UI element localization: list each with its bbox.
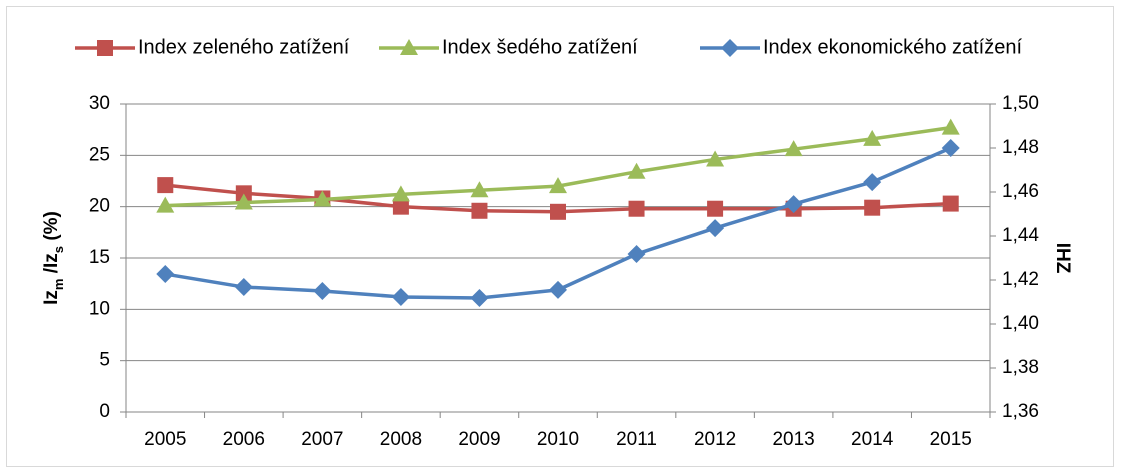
y-tick-label: 25 [89, 144, 110, 165]
marker [392, 198, 409, 215]
marker [97, 40, 113, 56]
marker [235, 185, 252, 202]
x-tick-label: 2012 [694, 429, 736, 450]
y-label-part: (%) [41, 211, 62, 246]
marker [313, 282, 332, 300]
marker [942, 195, 959, 212]
legend-item: Index zeleného zatížení [75, 36, 350, 58]
marker [234, 278, 253, 297]
marker [550, 203, 566, 220]
y2-tick-label: 1,48 [1002, 137, 1039, 158]
y2-tick-label: 1,36 [1002, 401, 1039, 422]
x-tick-label: 2013 [772, 429, 814, 450]
y2-axis-label: IHZ [1052, 243, 1073, 274]
x-tick-label: 2006 [223, 429, 265, 450]
marker [156, 265, 175, 284]
y-tick-label: 10 [89, 298, 110, 319]
x-tick-label: 2014 [851, 429, 894, 450]
y-tick-label: 15 [89, 247, 110, 268]
marker [941, 139, 960, 157]
y2-tick-label: 1,44 [1002, 225, 1039, 246]
marker [721, 39, 739, 57]
x-tick-label: 2007 [301, 429, 343, 450]
y-label-part: s [51, 246, 66, 253]
marker [627, 245, 646, 264]
legend-label: Index zeleného zatížení [138, 36, 350, 58]
y2-tick-label: 1,46 [1002, 181, 1039, 202]
marker [707, 200, 724, 217]
marker [470, 181, 489, 198]
marker [941, 118, 960, 135]
marker [391, 287, 410, 306]
y2-tick-label: 1,40 [1002, 313, 1039, 334]
marker [391, 185, 410, 202]
marker [706, 150, 725, 167]
y-label-part: Iz [41, 290, 62, 305]
chart-border [6, 6, 1114, 467]
y-label-part: /Iz [41, 253, 62, 278]
marker [863, 129, 882, 146]
y-tick-label: 5 [99, 350, 110, 371]
marker [864, 199, 881, 216]
marker [628, 200, 645, 217]
marker [400, 39, 418, 55]
x-tick-label: 2008 [380, 429, 422, 450]
y-tick-label: 30 [89, 93, 110, 114]
legend-item: Index ekonomického zatížení [700, 36, 1022, 58]
legend-label: Index šedého zatížení [442, 36, 638, 58]
marker [470, 289, 489, 308]
y-tick-label: 20 [89, 196, 110, 217]
y2-tick-label: 1,42 [1002, 269, 1039, 290]
marker [471, 202, 488, 219]
marker [313, 190, 332, 207]
marker [156, 196, 175, 213]
marker [627, 162, 646, 179]
marker [549, 280, 567, 299]
marker [784, 140, 803, 157]
y-tick-label: 0 [99, 401, 110, 422]
x-tick-label: 2011 [616, 429, 657, 450]
y-axis-label: Izm /Izs (%) [41, 211, 66, 305]
legend-item: Index šedého zatížení [379, 36, 638, 58]
marker [863, 173, 882, 192]
marker [549, 177, 567, 194]
x-tick-label: 2010 [537, 429, 579, 450]
x-tick-label: 2005 [144, 429, 186, 450]
marker [234, 193, 253, 210]
marker [706, 219, 725, 238]
marker [784, 195, 803, 214]
legend-label: Index ekonomického zatížení [763, 36, 1022, 58]
y2-tick-label: 1,50 [1002, 93, 1039, 114]
y2-tick-label: 1,38 [1002, 357, 1039, 378]
x-tick-label: 2015 [930, 429, 972, 450]
x-tick-label: 2009 [458, 429, 500, 450]
marker [157, 177, 174, 194]
y-label-part: m [51, 279, 66, 291]
